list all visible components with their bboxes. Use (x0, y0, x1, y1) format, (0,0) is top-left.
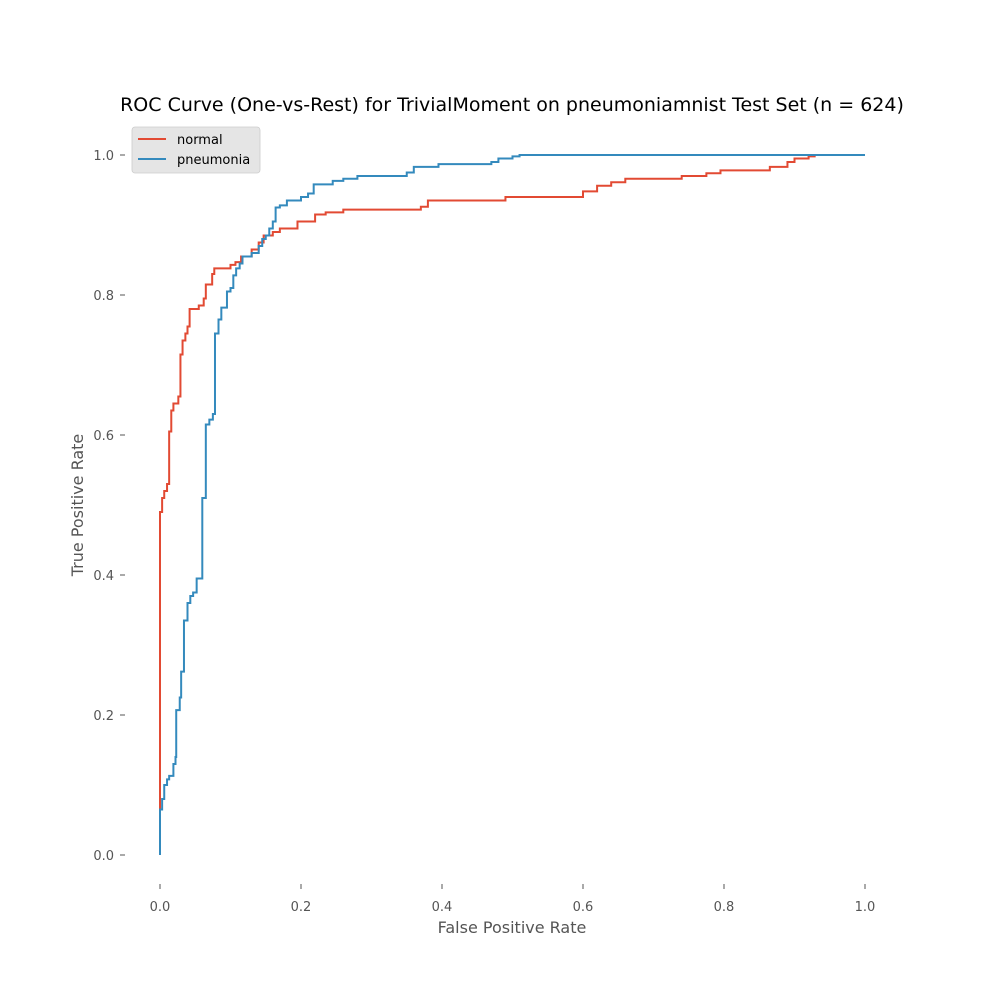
series-layer (159, 154, 865, 855)
y-tick-label: 1.0 (93, 149, 114, 164)
x-tick-label: 0.2 (291, 900, 312, 915)
x-tick-label: 0.4 (432, 900, 453, 915)
x-axis-label: False Positive Rate (438, 918, 587, 937)
series-line-pneumonia (159, 154, 865, 855)
x-axis-ticks: 0.0 0.2 0.4 0.6 0.8 1.0 (150, 884, 876, 915)
legend: normal pneumonia (131, 126, 261, 174)
x-tick-label: 1.0 (855, 900, 876, 915)
y-tick-label: 0.4 (93, 569, 114, 584)
y-axis-label: True Positive Rate (68, 434, 87, 578)
x-tick-label: 0.0 (150, 900, 171, 915)
legend-label-normal: normal (177, 133, 223, 148)
y-tick-label: 0.2 (93, 709, 114, 724)
y-tick-label: 0.0 (93, 849, 114, 864)
x-tick-label: 0.8 (714, 900, 735, 915)
y-tick-label: 0.8 (93, 289, 114, 304)
y-tick-label: 0.6 (93, 429, 114, 444)
y-axis-ticks: 0.0 0.2 0.4 0.6 0.8 1.0 (93, 149, 125, 864)
legend-label-pneumonia: pneumonia (177, 153, 250, 168)
chart-title: ROC Curve (One-vs-Rest) for TrivialMomen… (120, 94, 904, 116)
x-tick-label: 0.6 (573, 900, 594, 915)
